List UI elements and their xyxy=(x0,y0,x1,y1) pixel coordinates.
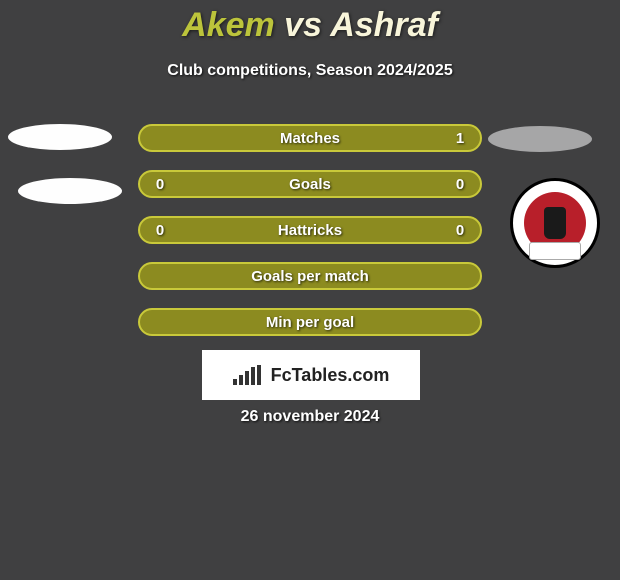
stat-row-matches: Matches 1 xyxy=(138,124,482,152)
vs-label: vs xyxy=(284,6,322,44)
badge-figure-icon xyxy=(544,207,566,239)
stat-label: Min per goal xyxy=(140,314,480,331)
stat-left-value: 0 xyxy=(154,176,166,193)
footer-date: 26 november 2024 xyxy=(0,408,620,426)
stat-right-value: 0 xyxy=(454,222,466,239)
brand-text: FcTables.com xyxy=(271,365,390,386)
player1-photo-placeholder-2 xyxy=(18,178,122,204)
player2-club-badge xyxy=(510,178,600,268)
bars-icon xyxy=(233,365,263,385)
stat-right-value: 1 xyxy=(454,130,466,147)
stat-label: Goals xyxy=(140,176,480,193)
stat-label: Hattricks xyxy=(140,222,480,239)
stats-bars: Matches 1 0 Goals 0 0 Hattricks 0 Goals … xyxy=(138,124,482,354)
brand-card: FcTables.com xyxy=(202,350,420,400)
stat-left-value: 0 xyxy=(154,222,166,239)
subtitle: Club competitions, Season 2024/2025 xyxy=(0,62,620,80)
page-title: Akem vs Ashraf xyxy=(0,6,620,45)
stat-row-goals-per-match: Goals per match xyxy=(138,262,482,290)
player1-name: Akem xyxy=(182,6,275,44)
comparison-card: { "header": { "player1_name": "Akem", "v… xyxy=(0,0,620,580)
stat-row-min-per-goal: Min per goal xyxy=(138,308,482,336)
player2-club-placeholder xyxy=(488,126,592,152)
stat-row-hattricks: 0 Hattricks 0 xyxy=(138,216,482,244)
player2-name: Ashraf xyxy=(330,6,438,44)
player1-photo-placeholder-1 xyxy=(8,124,112,150)
stat-label: Matches xyxy=(140,130,480,147)
badge-inner xyxy=(524,192,586,254)
stat-right-value: 0 xyxy=(454,176,466,193)
stat-label: Goals per match xyxy=(140,268,480,285)
stat-row-goals: 0 Goals 0 xyxy=(138,170,482,198)
